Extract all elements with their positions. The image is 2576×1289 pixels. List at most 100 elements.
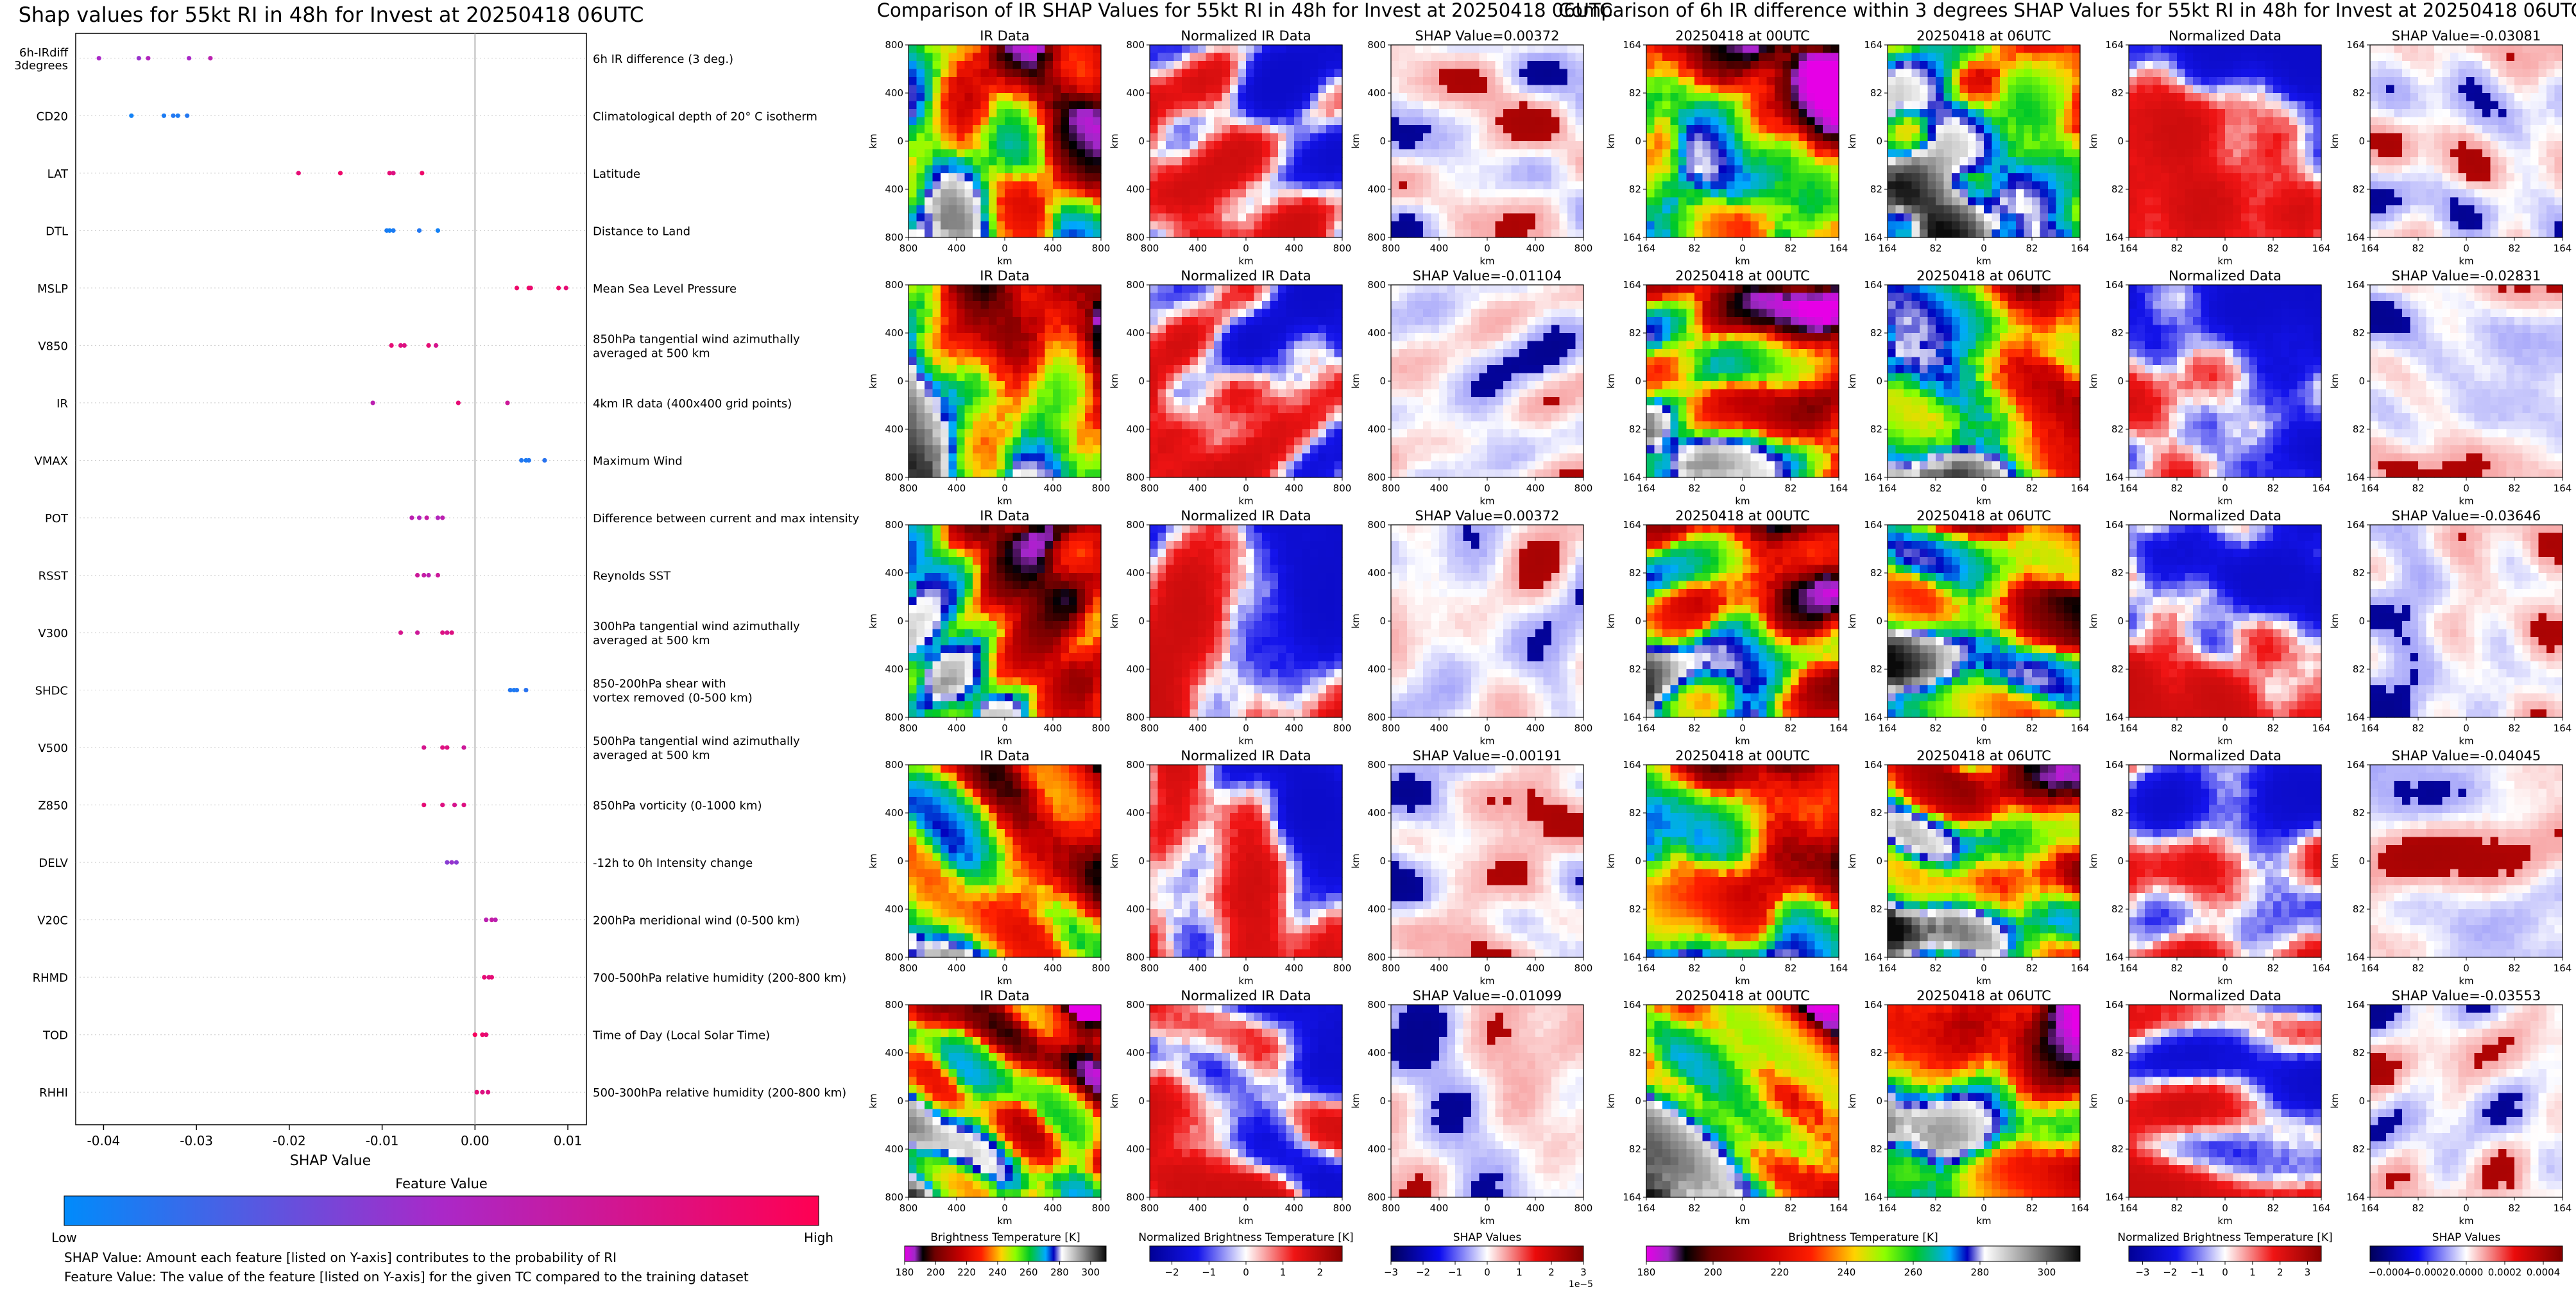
y-tick-label: 800 xyxy=(1126,39,1145,51)
heatmap-cell xyxy=(1077,549,1086,558)
heatmap-cell xyxy=(957,301,965,309)
heatmap-cell xyxy=(1077,1013,1086,1021)
heatmap-cell xyxy=(908,1053,917,1061)
heatmap-cell xyxy=(1037,1149,1045,1157)
heatmap-cell xyxy=(1246,581,1254,590)
heatmap-cell xyxy=(917,1021,925,1029)
heatmap-cell xyxy=(1294,397,1302,405)
heatmap-cell xyxy=(1029,1165,1037,1174)
heatmap-cell xyxy=(1029,1005,1037,1013)
heatmap-cell xyxy=(1214,445,1222,454)
heatmap-cell xyxy=(1254,341,1263,350)
heatmap-cell xyxy=(1326,701,1335,710)
heatmap-cell xyxy=(1069,1085,1077,1093)
heatmap-cell xyxy=(973,565,981,574)
heatmap-cell xyxy=(1222,701,1231,710)
heatmap-cell xyxy=(1182,405,1190,414)
heatmap-cell xyxy=(1182,373,1190,382)
heatmap-cell xyxy=(1286,293,1295,302)
heatmap-cell xyxy=(1037,909,1045,918)
heatmap-cell xyxy=(1230,69,1238,78)
heatmap-cell xyxy=(1053,413,1061,422)
heatmap-cell xyxy=(1310,589,1318,597)
heatmap-cell xyxy=(1294,173,1302,182)
heatmap-cell xyxy=(933,317,941,325)
heatmap-cell xyxy=(1286,198,1295,206)
heatmap-cell xyxy=(1093,805,1102,814)
heatmap-cell xyxy=(1214,461,1222,470)
heatmap-cell xyxy=(965,805,973,814)
shap-point xyxy=(402,343,407,348)
heatmap-cell xyxy=(997,157,1005,166)
heatmap-cell xyxy=(1053,133,1061,142)
heatmap-cell xyxy=(933,645,941,654)
heatmap-cell xyxy=(1093,357,1102,366)
heatmap-cell xyxy=(1230,605,1238,613)
heatmap-cell xyxy=(1262,629,1270,638)
heatmap-cell xyxy=(1061,1190,1070,1198)
heatmap-cell xyxy=(1238,77,1247,85)
heatmap-cell xyxy=(997,325,1005,334)
heatmap-cell xyxy=(1270,309,1279,318)
heatmap-cell xyxy=(1254,173,1263,182)
heatmap-cell xyxy=(1222,381,1231,389)
heatmap-cell xyxy=(1061,349,1070,357)
heatmap-cell xyxy=(1270,285,1279,293)
heatmap-cell xyxy=(1085,221,1093,230)
heatmap-cell xyxy=(1302,205,1311,214)
heatmap-cell xyxy=(908,853,917,862)
heatmap-cell xyxy=(1150,710,1158,718)
heatmap-cell xyxy=(1037,309,1045,318)
heatmap-cell xyxy=(1254,101,1263,110)
x-tick-label: 400 xyxy=(1285,243,1304,254)
heatmap-cell xyxy=(1005,765,1013,773)
heatmap-cell xyxy=(925,357,933,366)
heatmap-cell xyxy=(1230,470,1238,478)
heatmap-cell xyxy=(1085,454,1093,462)
heatmap-cell xyxy=(1166,685,1174,694)
heatmap-cell xyxy=(1318,357,1327,366)
heatmap-cell xyxy=(1318,678,1327,686)
heatmap-cell xyxy=(1335,341,1343,350)
shap-point xyxy=(475,1090,479,1095)
heatmap-cell xyxy=(917,1045,925,1054)
heatmap-cell xyxy=(1077,1190,1086,1198)
y-tick-label: 800 xyxy=(885,712,903,723)
subplot-title: IR Data xyxy=(980,28,1030,44)
heatmap-cell xyxy=(965,1069,973,1077)
heatmap-cell xyxy=(1085,1174,1093,1182)
heatmap-cell xyxy=(1077,141,1086,149)
heatmap-cell xyxy=(1182,685,1190,694)
heatmap-cell xyxy=(1270,645,1279,654)
heatmap-cell xyxy=(981,1133,989,1141)
heatmap-cell xyxy=(989,613,997,622)
heatmap-cell xyxy=(1262,438,1270,446)
heatmap-cell xyxy=(1278,413,1286,422)
heatmap-cell xyxy=(1310,189,1318,198)
heatmap-cell xyxy=(1238,678,1247,686)
heatmap-cell xyxy=(1069,365,1077,373)
heatmap-cell xyxy=(1206,645,1215,654)
heatmap-cell xyxy=(1278,61,1286,69)
heatmap-cell xyxy=(1085,365,1093,373)
heatmap-cell xyxy=(965,85,973,94)
heatmap-cell xyxy=(1061,877,1070,885)
heatmap-cell xyxy=(1262,61,1270,69)
heatmap-cell xyxy=(989,69,997,78)
heatmap-cell xyxy=(1174,221,1182,230)
heatmap-cell xyxy=(933,653,941,662)
heatmap-cell xyxy=(1222,438,1231,446)
heatmap-cell xyxy=(1246,589,1254,597)
heatmap-cell xyxy=(1230,198,1238,206)
heatmap-cell xyxy=(1238,205,1247,214)
heatmap-cell xyxy=(1085,317,1093,325)
heatmap-cell xyxy=(1021,941,1029,950)
heatmap-cell xyxy=(1021,629,1029,638)
heatmap-cell xyxy=(1302,662,1311,670)
heatmap-cell xyxy=(1214,205,1222,214)
heatmap-cell xyxy=(1262,710,1270,718)
heatmap-cell xyxy=(1182,669,1190,678)
heatmap-cell xyxy=(917,605,925,613)
heatmap-cell xyxy=(1254,85,1263,94)
x-tick-label: 800 xyxy=(1092,482,1111,494)
